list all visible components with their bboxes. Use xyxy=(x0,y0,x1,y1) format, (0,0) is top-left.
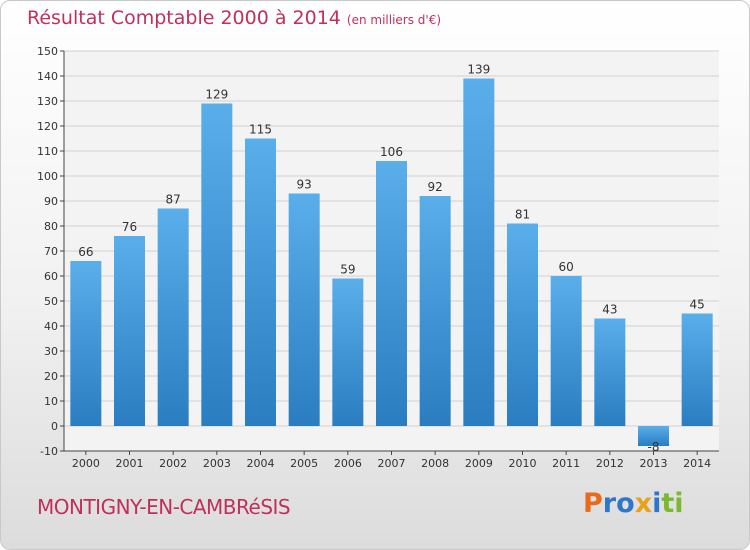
logo-letter: i xyxy=(674,488,684,519)
y-tick-label: 150 xyxy=(37,45,58,58)
proxiti-logo: Proxiti xyxy=(583,488,684,519)
data-label: 106 xyxy=(380,145,403,159)
x-tick-label: 2000 xyxy=(72,457,100,470)
y-tick-label: 0 xyxy=(51,420,58,433)
y-tick-label: 80 xyxy=(44,220,58,233)
data-label: 60 xyxy=(559,260,574,274)
bar-2011 xyxy=(550,276,582,426)
y-tick-label: 140 xyxy=(37,70,58,83)
bar-2010 xyxy=(507,223,538,426)
data-label: 93 xyxy=(297,178,312,192)
x-tick-label: 2009 xyxy=(465,457,493,470)
logo-letter: o xyxy=(616,488,635,519)
y-tick-label: 100 xyxy=(37,170,58,183)
data-label: 115 xyxy=(249,123,272,137)
y-tick-label: 130 xyxy=(37,95,58,108)
data-label: 139 xyxy=(467,63,490,77)
bar-2013 xyxy=(638,426,669,446)
y-tick-label: 120 xyxy=(37,120,58,133)
bar-2005 xyxy=(288,193,320,426)
bar-2014 xyxy=(681,313,713,426)
data-label: 92 xyxy=(428,180,443,194)
chart-unit: (en milliers d'€) xyxy=(346,13,442,27)
data-label: -8 xyxy=(648,440,660,454)
x-tick-label: 2013 xyxy=(640,457,668,470)
x-tick-label: 2003 xyxy=(203,457,231,470)
x-tick-label: 2006 xyxy=(334,457,362,470)
data-label: 43 xyxy=(602,303,617,317)
x-tick-label: 2010 xyxy=(509,457,537,470)
x-tick-label: 2002 xyxy=(159,457,187,470)
chart-title-text: Résultat Comptable 2000 à 2014 xyxy=(27,7,341,29)
logo-letter: t xyxy=(661,488,675,519)
chart-title: Résultat Comptable 2000 à 2014 (en millie… xyxy=(27,7,441,29)
y-tick-label: -10 xyxy=(40,445,58,458)
x-tick-label: 2001 xyxy=(116,457,144,470)
logo-letter: r xyxy=(602,488,617,519)
data-label: 59 xyxy=(340,263,355,277)
y-tick-label: 20 xyxy=(44,370,58,383)
data-label: 45 xyxy=(690,298,705,312)
x-tick-label: 2012 xyxy=(596,457,624,470)
logo-letter: x xyxy=(634,488,653,519)
y-tick-label: 110 xyxy=(37,145,58,158)
bar-2006 xyxy=(332,278,364,426)
y-tick-label: 40 xyxy=(44,320,58,333)
bar-2004 xyxy=(245,138,276,426)
data-label: 81 xyxy=(515,208,530,222)
bar-2001 xyxy=(114,236,145,426)
data-label: 66 xyxy=(78,245,93,259)
data-label: 76 xyxy=(122,220,137,234)
x-tick-label: 2011 xyxy=(552,457,580,470)
x-tick-label: 2014 xyxy=(683,457,711,470)
y-tick-label: 70 xyxy=(44,245,58,258)
bar-2002 xyxy=(157,208,189,426)
bar-2003 xyxy=(201,103,233,426)
bar-2012 xyxy=(594,318,626,426)
bar-2007 xyxy=(376,161,407,426)
logo-letter: i xyxy=(652,488,662,519)
x-tick-label: 2007 xyxy=(378,457,406,470)
bar-2000 xyxy=(70,261,102,426)
y-tick-label: 50 xyxy=(44,295,58,308)
x-tick-label: 2008 xyxy=(421,457,449,470)
logo-letter: P xyxy=(583,488,603,519)
data-label: 87 xyxy=(166,193,181,207)
y-tick-label: 10 xyxy=(44,395,58,408)
bar-2009 xyxy=(463,78,495,426)
x-tick-label: 2004 xyxy=(247,457,275,470)
x-tick-label: 2005 xyxy=(290,457,318,470)
location-name: MONTIGNY-EN-CAMBRéSIS xyxy=(37,495,291,519)
bar-2008 xyxy=(419,196,451,426)
data-label: 129 xyxy=(205,88,228,102)
y-tick-label: 60 xyxy=(44,270,58,283)
y-tick-label: 90 xyxy=(44,195,58,208)
y-tick-label: 30 xyxy=(44,345,58,358)
